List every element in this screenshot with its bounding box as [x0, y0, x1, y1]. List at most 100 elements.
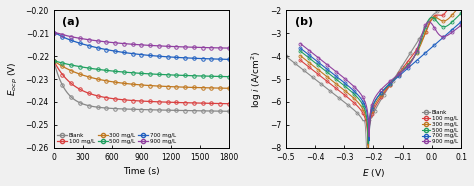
300 mg/L — [365, 138, 371, 140]
500 mg/L — [160, 73, 166, 76]
900 mg/L — [205, 46, 211, 49]
Line: 500 mg/L: 500 mg/L — [299, 9, 465, 145]
900 mg/L — [151, 44, 157, 47]
Blank — [56, 76, 62, 78]
100 mg/L — [365, 144, 371, 146]
Text: (b): (b) — [294, 17, 313, 27]
900 mg/L — [455, 27, 461, 29]
X-axis label: Time (s): Time (s) — [123, 167, 160, 176]
Blank — [318, 83, 324, 85]
Line: Blank: Blank — [52, 59, 231, 113]
100 mg/L — [421, 35, 427, 37]
300 mg/L — [205, 87, 210, 89]
Blank — [205, 110, 210, 112]
100 mg/L — [56, 68, 62, 70]
500 mg/L — [151, 73, 156, 75]
Y-axis label: log $i$ (A/cm$^{2}$): log $i$ (A/cm$^{2}$) — [250, 50, 264, 108]
900 mg/L — [426, 21, 432, 23]
300 mg/L — [156, 85, 162, 87]
700 mg/L — [365, 119, 371, 122]
500 mg/L — [310, 60, 316, 62]
700 mg/L — [366, 140, 372, 142]
100 mg/L — [374, 103, 380, 105]
Blank — [226, 110, 232, 112]
300 mg/L — [298, 55, 303, 57]
Blank — [415, 41, 420, 43]
900 mg/L — [161, 45, 166, 47]
X-axis label: $E$ (V): $E$ (V) — [362, 167, 385, 179]
Blank — [326, 89, 332, 91]
Text: (a): (a) — [63, 17, 80, 27]
Line: 500 mg/L: 500 mg/L — [52, 59, 231, 78]
Legend: Blank, 100 mg/L, 300 mg/L, 500 mg/L, 700 mg/L, 900 mg/L: Blank, 100 mg/L, 300 mg/L, 500 mg/L, 700… — [421, 110, 458, 145]
300 mg/L — [151, 85, 156, 87]
500 mg/L — [298, 50, 303, 52]
700 mg/L — [84, 44, 90, 46]
Line: 300 mg/L: 300 mg/L — [52, 59, 231, 90]
300 mg/L — [51, 60, 56, 62]
Blank — [283, 55, 289, 57]
300 mg/L — [365, 146, 371, 149]
Line: 300 mg/L: 300 mg/L — [299, 0, 465, 149]
700 mg/L — [298, 47, 303, 49]
300 mg/L — [339, 87, 345, 89]
100 mg/L — [151, 100, 156, 103]
Line: Blank: Blank — [284, 0, 465, 122]
Y-axis label: $E_{ocp}$ (V): $E_{ocp}$ (V) — [7, 62, 20, 96]
900 mg/L — [310, 52, 316, 54]
700 mg/L — [310, 57, 316, 59]
100 mg/L — [374, 104, 379, 106]
900 mg/L — [226, 47, 232, 49]
Line: 900 mg/L: 900 mg/L — [52, 31, 231, 50]
700 mg/L — [151, 55, 157, 57]
100 mg/L — [83, 91, 89, 93]
300 mg/L — [310, 65, 316, 67]
900 mg/L — [298, 43, 303, 45]
Blank — [51, 60, 56, 62]
300 mg/L — [226, 87, 232, 89]
100 mg/L — [160, 101, 166, 103]
500 mg/L — [365, 134, 371, 136]
300 mg/L — [83, 75, 89, 77]
700 mg/L — [461, 18, 467, 20]
Blank — [156, 109, 162, 111]
500 mg/L — [226, 76, 232, 78]
700 mg/L — [51, 32, 56, 34]
300 mg/L — [424, 29, 429, 31]
Line: 700 mg/L: 700 mg/L — [299, 18, 465, 142]
700 mg/L — [52, 32, 57, 34]
100 mg/L — [446, 7, 452, 9]
100 mg/L — [298, 59, 303, 62]
Blank — [427, 18, 433, 20]
700 mg/L — [161, 55, 166, 58]
700 mg/L — [424, 51, 429, 53]
500 mg/L — [306, 56, 311, 59]
700 mg/L — [157, 55, 163, 57]
900 mg/L — [461, 22, 467, 24]
Blank — [83, 104, 89, 106]
700 mg/L — [455, 24, 461, 26]
900 mg/L — [157, 45, 163, 47]
700 mg/L — [339, 80, 345, 82]
900 mg/L — [53, 32, 58, 34]
Line: 100 mg/L: 100 mg/L — [52, 59, 231, 105]
Legend: Blank, 100 mg/L, 300 mg/L, 500 mg/L, 700 mg/L, 900 mg/L: Blank, 100 mg/L, 300 mg/L, 500 mg/L, 700… — [56, 133, 176, 145]
500 mg/L — [365, 143, 371, 145]
Blank — [160, 109, 166, 111]
300 mg/L — [461, 1, 467, 3]
900 mg/L — [84, 38, 90, 41]
Blank — [360, 120, 366, 122]
100 mg/L — [205, 102, 210, 104]
900 mg/L — [51, 32, 56, 34]
900 mg/L — [366, 136, 372, 138]
900 mg/L — [365, 115, 371, 118]
500 mg/L — [56, 61, 62, 63]
100 mg/L — [226, 103, 232, 105]
300 mg/L — [455, 7, 461, 10]
Line: 700 mg/L: 700 mg/L — [52, 31, 231, 61]
700 mg/L — [205, 58, 211, 60]
500 mg/L — [339, 83, 345, 85]
500 mg/L — [51, 60, 56, 62]
500 mg/L — [156, 73, 162, 76]
100 mg/L — [349, 100, 355, 102]
